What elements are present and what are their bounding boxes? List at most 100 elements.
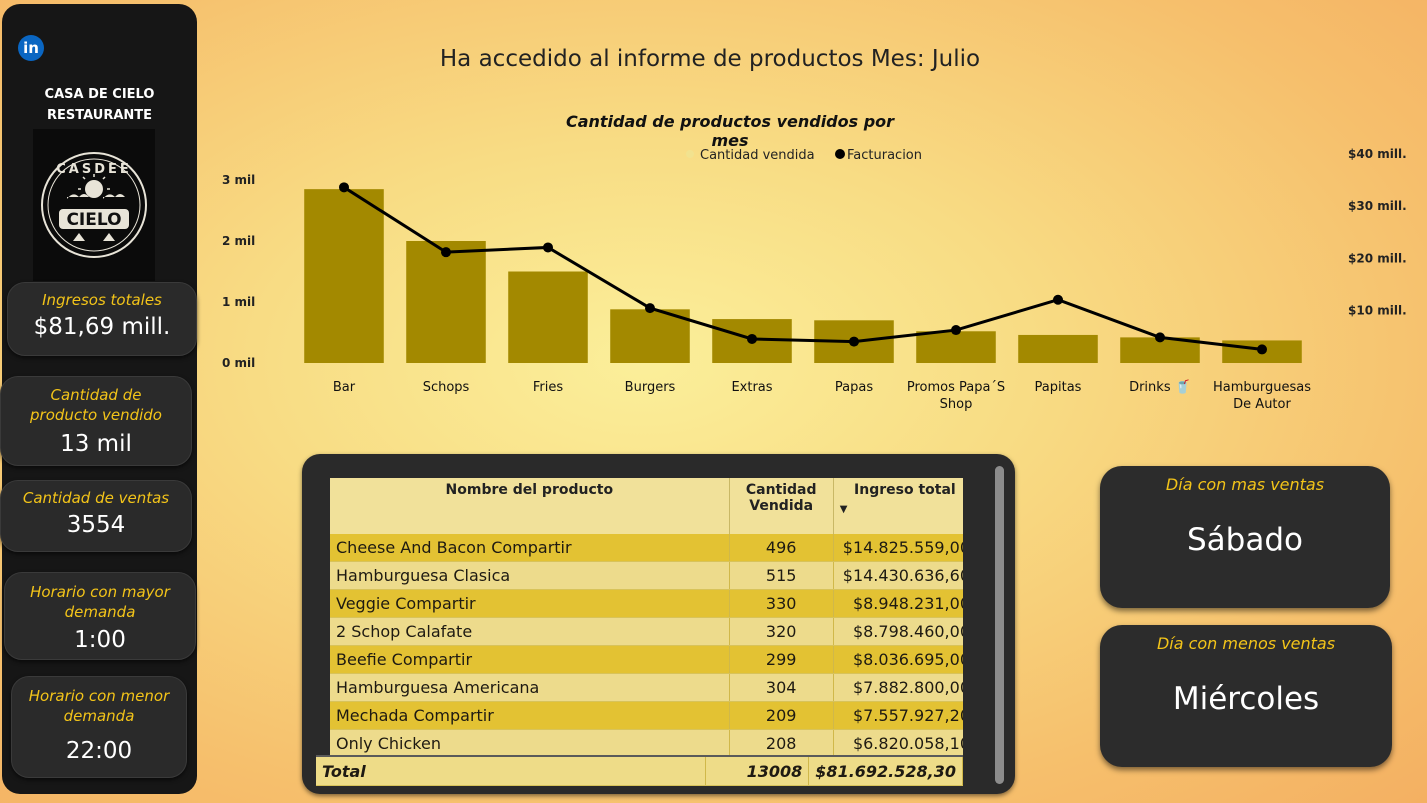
bar-6 [916,331,996,363]
line-point-6 [951,325,961,336]
cell-qty: 515 [729,561,834,590]
product-table-panel: Nombre del producto Cantidad Vendida Ing… [302,454,1015,794]
linkedin-icon[interactable]: in [18,35,44,61]
chart-title: Cantidad de productos vendidos por mes [565,112,895,150]
bar-7 [1018,334,1098,363]
column-header-income[interactable]: Ingreso total ▼ [833,478,963,534]
total-table: Total 13008 $81.692.528,30 [316,755,963,786]
cell-qty: 209 [729,701,834,730]
kpi-value: 3554 [66,512,126,538]
logo-arc-text: CASDEE [56,162,132,177]
best-day-label: Día con mas ventas [1165,475,1325,494]
cell-qty: 208 [729,729,834,758]
product-table: Nombre del producto Cantidad Vendida Ing… [330,478,963,786]
line-point-3 [645,303,655,314]
legend-swatch-bars [686,150,694,158]
bar-0 [304,189,384,363]
line-point-0 [339,182,349,193]
worst-day-card: Día con menos ventas Miércoles [1100,625,1392,767]
x-tick-label: Extras [731,380,772,395]
cell-income: $14.430.636,60 [833,561,963,590]
brand-line-2: RESTAURANTE [46,108,153,123]
x-tick-label: Fries [533,380,563,395]
bar-2 [508,271,588,363]
cell-income: $7.557.927,20 [833,701,963,730]
y-left-tick-label: 2 mil [222,234,255,248]
x-tick-label: Bar [333,380,356,395]
cell-name: Veggie Compartir [330,589,730,618]
table-scrollbar[interactable] [995,466,1004,784]
scrollbar-thumb[interactable] [995,466,1004,784]
bar-1 [406,241,486,363]
cell-name: 2 Schop Calafate [330,617,730,646]
brand-line-1: CASA DE CIELO [44,87,155,102]
combo-chart: Cantidad vendida Facturacion 0 mil 1 mil 2 m… [222,147,1407,412]
legend-label-bars: Cantidad vendida [700,148,815,163]
column-header-product[interactable]: Nombre del producto [330,478,730,534]
kpi-value: 22:00 [65,738,133,764]
sidebar: in CASA DE CIELO RESTAURANTE CASDEE CIEL… [0,4,197,794]
line-point-4 [747,333,757,344]
header-label: Ingreso total [854,482,956,498]
cell-qty: 496 [729,534,834,562]
table-row[interactable]: Only Chicken 208 $6.820.058,10 [330,729,963,758]
total-qty: 13008 [705,755,810,786]
facturacion-line [343,186,1263,351]
line-point-8 [1155,332,1165,343]
line-point-9 [1257,344,1267,355]
kpi-low-hour: Horario con menor demanda 22:00 [11,676,187,778]
cell-name: Hamburguesa Americana [330,673,730,702]
x-tick-label: Promos Papa´S Shop [907,380,1005,412]
kpi-label: Horario con menor demanda [28,687,170,725]
table-row[interactable]: Veggie Compartir 330 $8.948.231,00 [330,589,963,618]
legend-label-line: Facturacion [847,148,922,163]
worst-day-value: Miércoles [1172,681,1320,717]
best-day-value: Sábado [1187,522,1303,558]
kpi-label: Cantidad de producto vendido [30,386,162,424]
cell-income: $6.820.058,10 [833,729,963,758]
cell-income: $14.825.559,00 [833,534,963,562]
x-tick-label: Schops [423,380,470,395]
legend-swatch-line [835,149,845,159]
x-tick-label: Drinks 🥤 [1129,379,1191,395]
column-header-qty[interactable]: Cantidad Vendida [729,478,834,534]
bar-3 [610,309,690,363]
table-row[interactable]: Hamburguesa Clasica 515 $14.430.636,60 [330,561,963,590]
table-viewport: Nombre del producto Cantidad Vendida Ing… [316,466,963,786]
kpi-total-income: Ingresos totales $81,69 mill. [7,282,197,356]
x-tick-label: Papitas [1035,380,1082,395]
best-day-card: Día con mas ventas Sábado [1100,466,1390,608]
cell-qty: 304 [729,673,834,702]
y-right-tick-label: $10 mill. [1348,304,1407,318]
line-point-7 [1053,294,1063,305]
x-tick-label: Papas [835,380,873,395]
header-label: Cantidad Vendida [745,482,817,514]
total-row: Total 13008 $81.692.528,30 [316,755,963,786]
cell-income: $8.798.460,00 [833,617,963,646]
cell-name: Only Chicken [330,729,730,758]
x-tick-label: Burgers [625,380,676,395]
y-right-tick-label: $40 mill. [1348,147,1407,161]
page-title: Ha accedido al informe de productos Mes:… [439,46,981,72]
brand-name: CASA DE CIELO RESTAURANTE [22,84,177,126]
x-tick-label: Hamburguesas De Autor [1213,380,1311,412]
table-row[interactable]: Hamburguesa Americana 304 $7.882.800,00 [330,673,963,702]
kpi-label: Ingresos totales [42,291,162,309]
cell-name: Mechada Compartir [330,701,730,730]
line-point-5 [849,336,859,347]
y-right-tick-label: $20 mill. [1348,251,1407,265]
line-point-1 [441,247,451,258]
restaurant-logo: CASDEE CIELO [33,129,155,281]
cell-qty: 299 [729,645,834,674]
kpi-peak-hour: Horario con mayor demanda 1:00 [4,572,196,660]
table-row[interactable]: Beefie Compartir 299 $8.036.695,00 [330,645,963,674]
table-row[interactable]: 2 Schop Calafate 320 $8.798.460,00 [330,617,963,646]
cell-name: Hamburguesa Clasica [330,561,730,590]
cell-qty: 320 [729,617,834,646]
cell-name: Beefie Compartir [330,645,730,674]
table-row[interactable]: Mechada Compartir 209 $7.557.927,20 [330,701,963,730]
kpi-label: Cantidad de ventas [22,489,170,507]
worst-day-label: Día con menos ventas [1156,634,1336,653]
table-row[interactable]: Cheese And Bacon Compartir 496 $14.825.559… [330,534,963,562]
sort-desc-icon[interactable]: ▼ [839,504,848,515]
